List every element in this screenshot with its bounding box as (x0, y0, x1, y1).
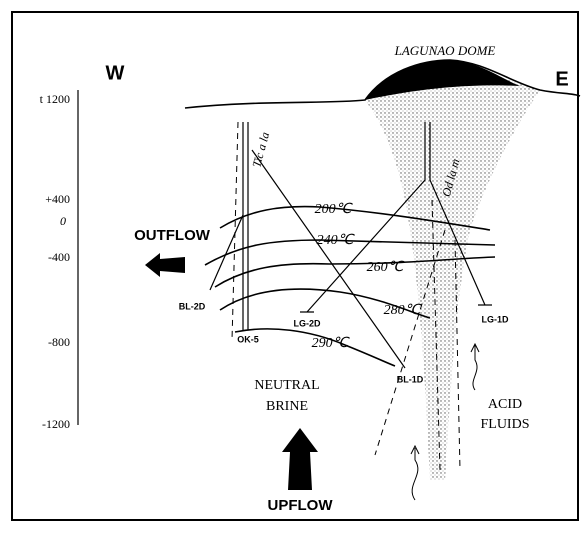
stipple (365, 62, 540, 480)
upflow-arrow (282, 428, 318, 490)
dome-label: LAGUNAO DOME (394, 43, 496, 58)
well-label: BL-1D (397, 374, 424, 384)
elevation-label: -1200 (42, 417, 70, 431)
well-label: LG-2D (294, 318, 322, 328)
fluid-arrow (470, 342, 480, 391)
acid-label: FLUIDS (480, 417, 529, 432)
fluid-arrow (410, 444, 420, 501)
isotherm-label: 240℃ (317, 233, 356, 248)
well-label: BL-2D (179, 301, 206, 311)
isotherm-label: 200℃ (315, 202, 354, 217)
well (429, 122, 492, 306)
elevation-label: -800 (48, 335, 70, 349)
well (209, 214, 244, 291)
upflow-label: UPFLOW (268, 497, 334, 514)
isotherm-label: 280℃ (384, 303, 423, 318)
elevation-label: 0 (60, 214, 66, 228)
well (242, 122, 249, 330)
brine-label: NEUTRAL (254, 378, 319, 393)
isotherm-label: 290℃ (312, 336, 351, 351)
isotherm-label: 260℃ (367, 260, 406, 275)
ground-surface (184, 59, 581, 109)
fault (431, 199, 441, 471)
well-label: LG-1D (482, 314, 510, 324)
fault (231, 121, 239, 341)
well-label: OK-5 (237, 334, 259, 344)
isotherm (219, 205, 491, 231)
outflow-arrow (145, 253, 185, 277)
frame (11, 11, 579, 521)
isotherm (214, 256, 496, 288)
fault-label: Tic a la (249, 130, 272, 168)
east-label: E (555, 68, 568, 90)
well (251, 149, 406, 369)
acid-label: ACID (488, 397, 522, 412)
elevation-label: t 1200 (40, 92, 70, 106)
fault (454, 239, 461, 471)
brine-label: BRINE (266, 399, 308, 414)
elevation-label: +400 (45, 192, 70, 206)
well (300, 122, 426, 313)
isotherm (219, 288, 431, 319)
west-label: W (106, 62, 125, 84)
isotherm (234, 328, 396, 367)
outflow-label: OUTFLOW (134, 227, 211, 244)
isotherm (204, 239, 496, 266)
elevation-label: -400 (48, 250, 70, 264)
